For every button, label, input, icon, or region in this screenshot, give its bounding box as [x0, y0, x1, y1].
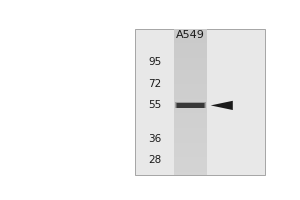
Bar [174, 157, 207, 160]
Text: 72: 72 [148, 79, 161, 89]
Bar [174, 134, 207, 137]
Bar [174, 108, 207, 111]
Bar [174, 96, 207, 99]
Text: 28: 28 [148, 155, 161, 165]
Bar [174, 93, 207, 96]
Bar [174, 67, 207, 70]
Bar [174, 43, 207, 46]
Bar [177, 103, 204, 108]
Bar [174, 78, 207, 81]
Bar [174, 102, 207, 105]
Bar [174, 111, 207, 113]
Bar [174, 55, 207, 58]
Bar [174, 131, 207, 134]
Bar [174, 146, 207, 149]
Bar [174, 90, 207, 93]
Bar [174, 143, 207, 146]
Bar [174, 75, 207, 78]
Bar [174, 154, 207, 157]
Bar [174, 73, 207, 75]
Bar [174, 172, 207, 175]
Bar [174, 29, 207, 32]
Text: A549: A549 [176, 30, 205, 40]
Polygon shape [211, 101, 233, 110]
Bar [174, 49, 207, 52]
Bar [174, 70, 207, 73]
Bar [174, 137, 207, 140]
Bar [174, 169, 207, 172]
Bar [175, 102, 206, 108]
Bar [174, 87, 207, 90]
Bar [135, 29, 266, 175]
Bar [174, 140, 207, 143]
Bar [174, 37, 207, 40]
Bar [174, 163, 207, 166]
Bar [174, 128, 207, 131]
Bar [174, 125, 207, 128]
Bar [174, 32, 207, 34]
Bar [174, 64, 207, 67]
Bar [174, 84, 207, 87]
Bar [174, 105, 207, 108]
Bar [174, 116, 207, 119]
Bar [174, 122, 207, 125]
Bar [174, 34, 207, 37]
Bar [174, 99, 207, 102]
Bar [174, 119, 207, 122]
Bar [174, 160, 207, 163]
Bar [174, 58, 207, 61]
Bar [174, 149, 207, 152]
Bar [174, 61, 207, 64]
Bar [174, 166, 207, 169]
Bar [174, 40, 207, 43]
Bar [174, 52, 207, 55]
Bar [174, 152, 207, 154]
Text: 95: 95 [148, 57, 161, 67]
Text: 36: 36 [148, 134, 161, 144]
Text: 55: 55 [148, 100, 161, 110]
Bar [174, 113, 207, 116]
Bar [176, 103, 205, 108]
Bar [174, 81, 207, 84]
Bar [174, 46, 207, 49]
